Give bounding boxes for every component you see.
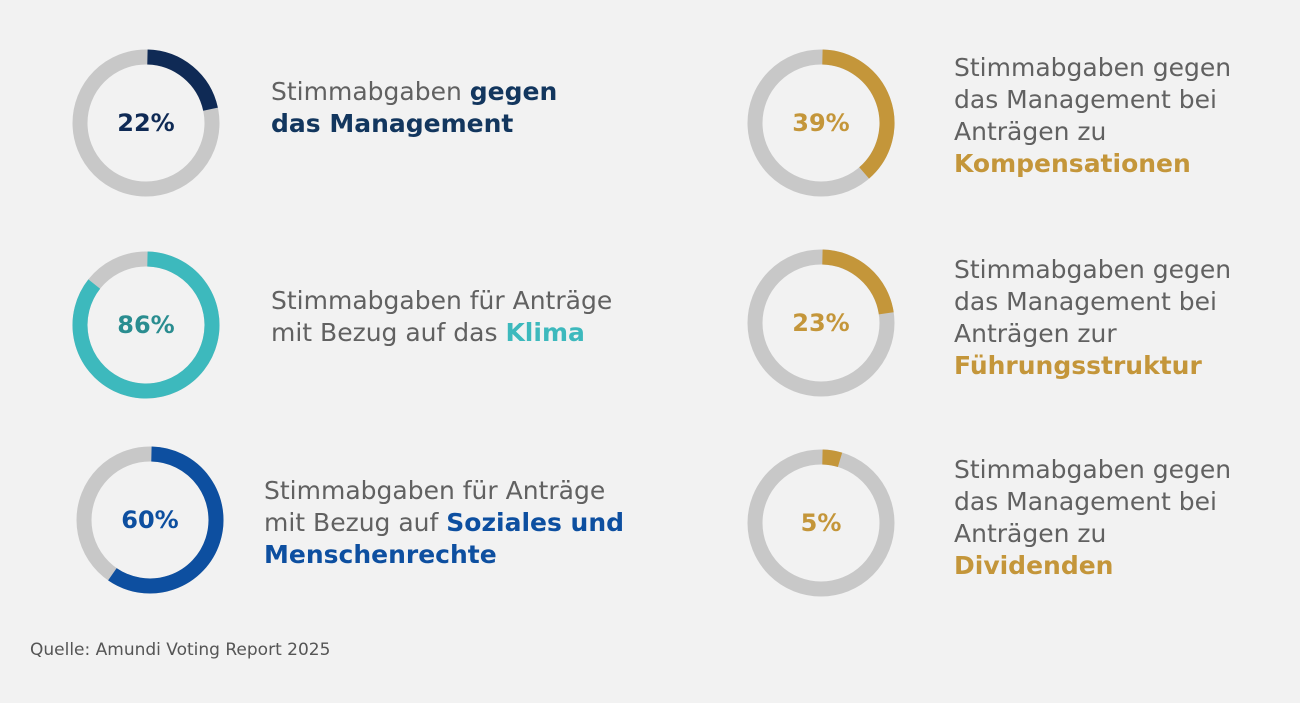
label-text: Stimmabgaben gegen (954, 255, 1232, 284)
donut-chart-management: 22% (72, 49, 220, 197)
donut-label-management: Stimmabgaben gegen das Management (271, 76, 557, 140)
donut-label-soziales: Stimmabgaben für Anträge mit Bezug auf So… (264, 475, 624, 571)
label-text: mit Bezug auf (264, 508, 447, 537)
donut-label-fuehrungsstruktur: Stimmabgaben gegen das Management bei Antr… (954, 254, 1231, 382)
donut-track (72, 49, 220, 197)
label-text: das Management bei (954, 287, 1217, 316)
donut-chart-fuehrungsstruktur: 23% (747, 249, 895, 397)
label-highlight: Soziales und (446, 508, 625, 537)
label-text: Anträgen zur (954, 319, 1117, 348)
label-highlight: Dividenden (954, 551, 1114, 580)
donut-percentage: 22% (117, 109, 174, 137)
donut-chart-soziales: 60% (76, 446, 224, 594)
label-text: das Management bei (954, 487, 1217, 516)
label-text: Anträgen zu (954, 117, 1107, 146)
donut-arc (147, 49, 218, 112)
donut-label-klima: Stimmabgaben für Anträge mit Bezug auf da… (271, 285, 612, 349)
donut-arc (108, 446, 224, 594)
donut-tile-dividenden: 5% Stimmabgaben gegen das Management bei A… (741, 443, 1300, 603)
donut-arc (822, 49, 895, 179)
donut-arc (72, 251, 220, 399)
donut-tile-management: 22% Stimmabgaben gegen das Management (66, 43, 666, 203)
donut-percentage: 86% (117, 311, 174, 339)
donut-arc (821, 249, 894, 315)
donut-tile-klima: 86% Stimmabgaben für Anträge mit Bezug au… (66, 245, 666, 405)
donut-chart-klima: 86% (72, 251, 220, 399)
label-text: Stimmabgaben gegen (954, 53, 1232, 82)
donut-label-dividenden: Stimmabgaben gegen das Management bei Antr… (954, 454, 1231, 582)
label-highlight: Klima (505, 318, 585, 347)
label-highlight: Kompensationen (954, 149, 1191, 178)
label-text: Stimmabgaben für Anträge (271, 286, 613, 315)
donut-label-kompensationen: Stimmabgaben gegen das Management bei Antr… (954, 52, 1231, 180)
donut-percentage: 5% (801, 509, 842, 537)
donut-percentage: 23% (792, 309, 849, 337)
label-text: Anträgen zu (954, 519, 1107, 548)
donut-track (747, 249, 895, 397)
label-text: das Management bei (954, 85, 1217, 114)
donut-percentage: 39% (792, 109, 849, 137)
donut-arc (822, 449, 843, 468)
donut-tile-kompensationen: 39% Stimmabgaben gegen das Management bei… (741, 43, 1300, 203)
label-text: Stimmabgaben (271, 77, 470, 106)
label-highlight: gegen (469, 77, 558, 106)
label-highlight: das Management (271, 109, 514, 138)
donut-chart-kompensationen: 39% (747, 49, 895, 197)
donut-track (747, 449, 895, 597)
donut-chart-dividenden: 5% (747, 449, 895, 597)
label-text: Stimmabgaben für Anträge (264, 476, 606, 505)
label-text: Stimmabgaben gegen (954, 455, 1232, 484)
source-note: Quelle: Amundi Voting Report 2025 (30, 640, 331, 660)
donut-tile-fuehrungsstruktur: 23% Stimmabgaben gegen das Management bei… (741, 243, 1300, 403)
label-highlight: Menschenrechte (264, 540, 497, 569)
donut-tile-soziales: 60% Stimmabgaben für Anträge mit Bezug au… (70, 440, 670, 600)
label-text: mit Bezug auf das (271, 318, 506, 347)
label-highlight: Führungsstruktur (954, 351, 1202, 380)
donut-percentage: 60% (121, 506, 178, 534)
